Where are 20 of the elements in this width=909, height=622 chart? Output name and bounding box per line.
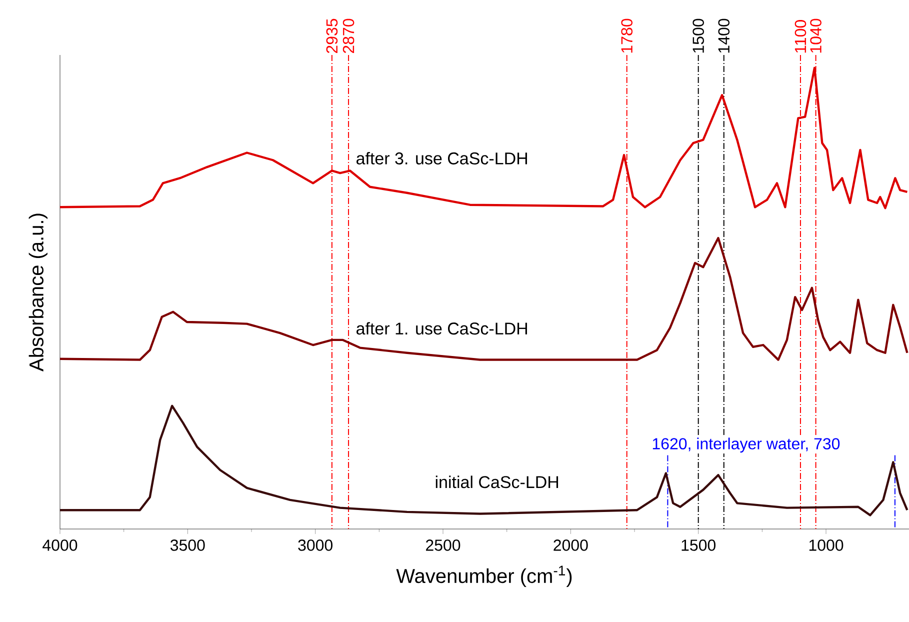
ref-line-label: 1780	[621, 18, 633, 53]
ref-line-label: 2935	[326, 18, 338, 53]
series-label: after 1. use CaSc-LDH	[356, 322, 527, 335]
x-tick-label: 2500	[426, 540, 460, 551]
ref-line-label: 2870	[342, 18, 354, 53]
x-tick-label: 3000	[298, 540, 332, 551]
x-tick-label: 3500	[170, 540, 205, 551]
annotation: 1620, interlayer water, 730	[652, 438, 840, 453]
x-axis-title: Wavenumber (cm$^{-1}$)	[396, 566, 572, 588]
ref-line-label: 1500	[692, 18, 704, 53]
y-axis-title: Absorbance (a.u.)	[28, 214, 48, 372]
x-tick-label: 2000	[554, 540, 588, 551]
ref-line-label: 1040	[810, 18, 822, 53]
x-tick-label: 1000	[809, 540, 844, 551]
series-label: initial CaSc-LDH	[436, 476, 558, 488]
series-label: after 3. use CaSc-LDH	[356, 152, 527, 164]
x-tick-label: 1500	[682, 540, 716, 551]
ref-line-label: 1100	[794, 20, 806, 53]
x-tick-label: 4000	[42, 540, 78, 551]
ref-line-label: 1400	[718, 18, 730, 53]
